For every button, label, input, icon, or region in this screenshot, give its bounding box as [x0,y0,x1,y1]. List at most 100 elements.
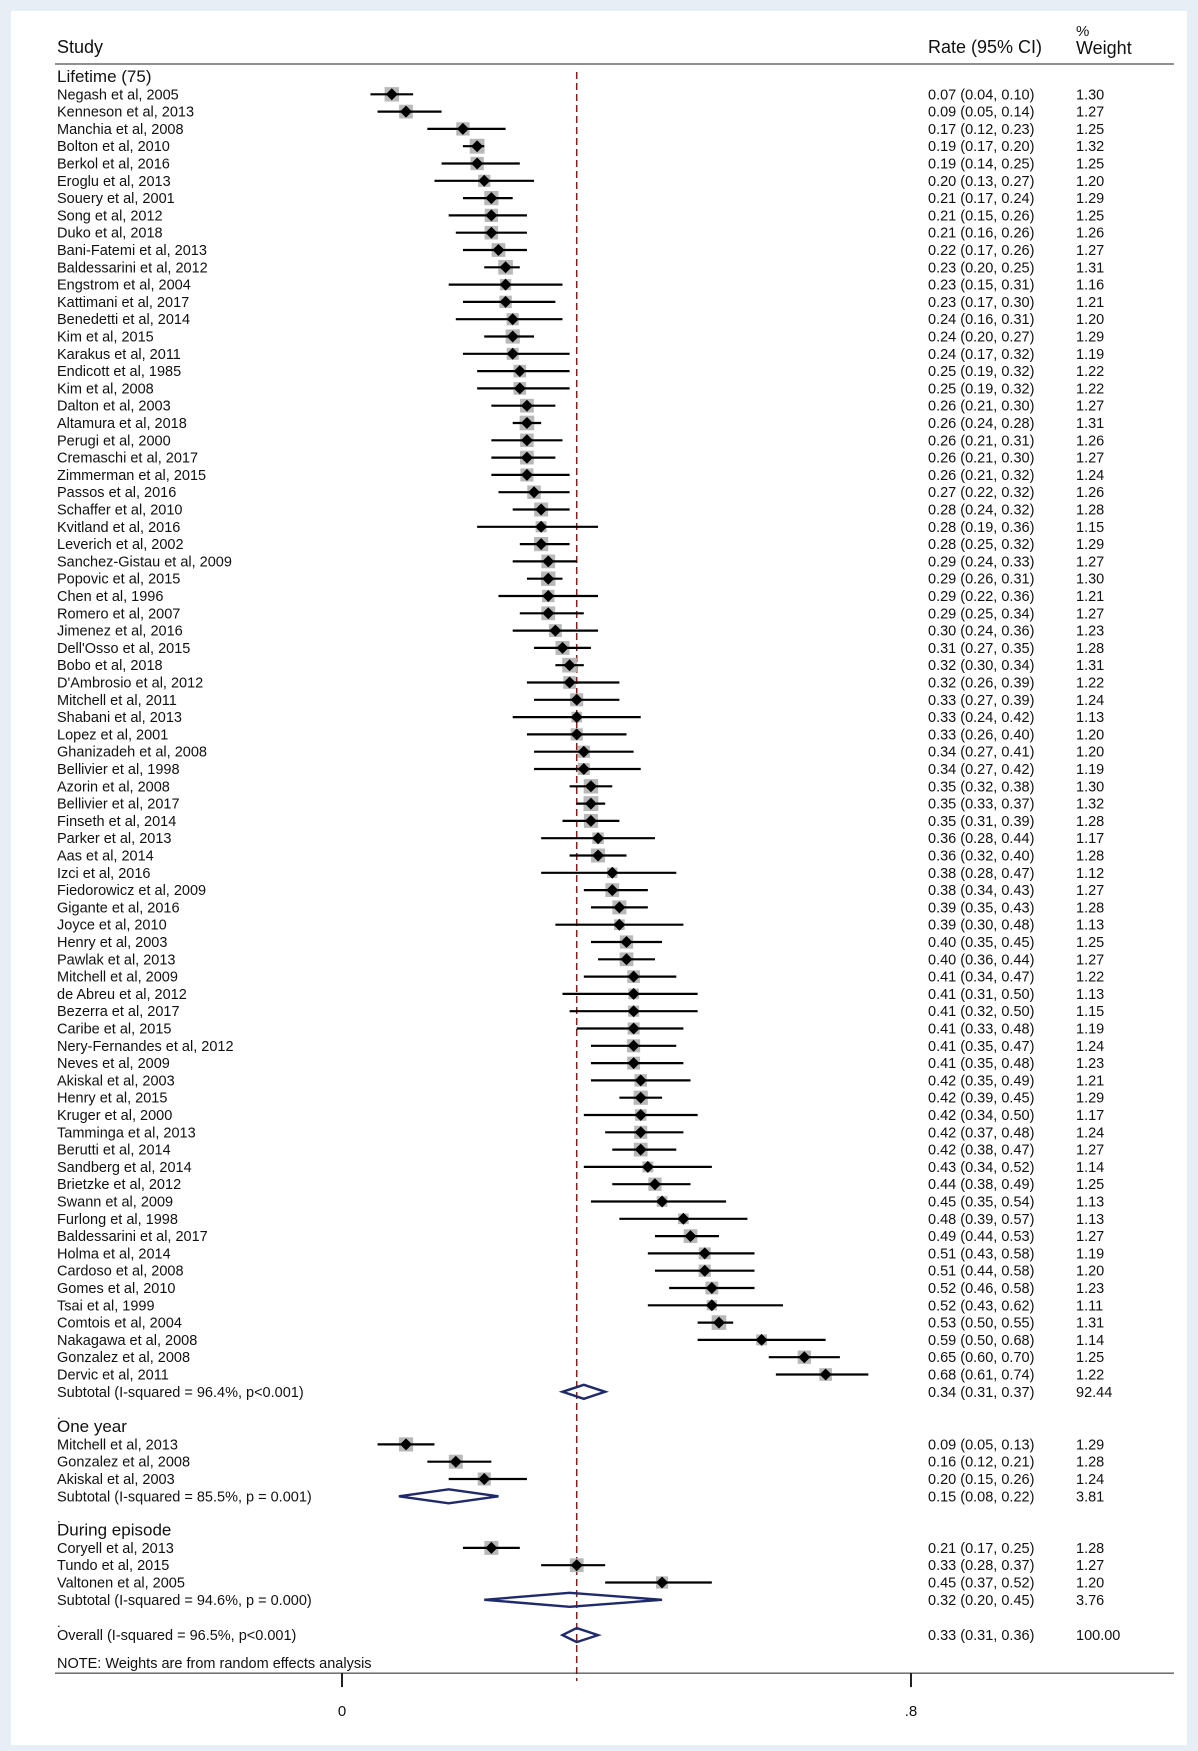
study-weight: 1.23 [1076,1056,1104,1072]
study-point-estimate [556,641,569,654]
study-label: Mitchell et al, 2009 [57,970,178,986]
study-weight: 1.27 [1076,554,1104,570]
study-rate-ci: 0.41 (0.31, 0.50) [928,987,1034,1003]
study-rate-ci: 0.42 (0.34, 0.50) [928,1108,1034,1124]
study-point-estimate [542,590,555,602]
study-rate-ci: 0.29 (0.25, 0.34) [928,606,1034,622]
study-rate-ci: 0.42 (0.35, 0.49) [928,1073,1034,1089]
study-label: Gonzalez et al, 2008 [57,1350,190,1366]
study-label: Kruger et al, 2000 [57,1108,172,1124]
study-label: Tamminga et al, 2013 [57,1125,196,1141]
study-rate-ci: 0.23 (0.20, 0.25) [928,260,1034,276]
study-label: Song et al, 2012 [57,208,163,224]
overall-diamond [559,1626,602,1644]
study-rate-ci: 0.25 (0.19, 0.32) [928,381,1034,397]
study-point-estimate [698,1247,711,1260]
study-rate-ci: 0.19 (0.14, 0.25) [928,157,1034,173]
study-point-estimate [499,295,512,308]
study-point-estimate [656,1195,669,1208]
study-label: Nery-Fernandes et al, 2012 [57,1039,234,1055]
study-point-estimate [819,1368,832,1381]
study-rate-ci: 0.59 (0.50, 0.68) [928,1333,1034,1349]
study-weight: 1.27 [1076,1143,1104,1159]
study-rate-ci: 0.23 (0.15, 0.31) [928,278,1034,294]
study-weight: 1.13 [1076,987,1104,1003]
study-point-estimate [520,417,533,429]
header-weight: Weight [1076,38,1132,58]
study-point-estimate [755,1333,768,1346]
study-weight: 1.26 [1076,485,1104,501]
group-separator: . [57,1615,61,1630]
study-point-estimate [627,1022,640,1035]
study-label: Brietzke et al, 2012 [57,1177,181,1193]
study-rate-ci: 0.31 (0.27, 0.35) [928,641,1034,657]
study-label: Eroglu et al, 2013 [57,174,171,190]
study-weight: 1.31 [1076,1316,1104,1332]
study-rate-ci: 0.07 (0.04, 0.10) [928,87,1034,103]
subtotal-weight: 3.81 [1076,1489,1104,1505]
study-label: Pawlak et al, 2013 [57,952,176,968]
study-rate-ci: 0.17 (0.12, 0.23) [928,122,1034,138]
study-weight: 1.13 [1076,1195,1104,1211]
study-label: Dalton et al, 2003 [57,399,171,415]
study-weight: 1.24 [1076,1472,1104,1488]
study-weight: 1.15 [1076,1004,1104,1020]
x-axis-tick-label: 0 [338,1703,346,1720]
study-weight: 1.27 [1076,952,1104,968]
study-point-estimate [634,1143,647,1156]
study-rate-ci: 0.51 (0.44, 0.58) [928,1264,1034,1280]
study-weight: 1.28 [1076,503,1104,519]
study-point-estimate [584,780,597,793]
study-point-estimate [577,763,590,775]
study-weight: 1.27 [1076,1229,1104,1245]
study-label: Mitchell et al, 2011 [57,693,177,709]
study-weight: 1.19 [1076,1246,1104,1262]
study-weight: 1.20 [1076,1264,1104,1280]
study-weight: 1.11 [1076,1298,1103,1314]
study-weight: 1.19 [1076,1022,1104,1038]
study-rate-ci: 0.45 (0.35, 0.54) [928,1195,1034,1211]
study-rate-ci: 0.35 (0.33, 0.37) [928,797,1034,813]
study-label: Bezerra et al, 2017 [57,1004,180,1020]
study-rate-ci: 0.26 (0.21, 0.30) [928,399,1034,415]
study-label: Leverich et al, 2002 [57,537,184,553]
study-label: Swann et al, 2009 [57,1195,173,1211]
study-label: Akiskal et al, 2003 [57,1073,175,1089]
group-separator: . [57,1510,61,1525]
study-rate-ci: 0.29 (0.22, 0.36) [928,589,1034,605]
study-point-estimate [520,468,533,481]
study-rate-ci: 0.53 (0.50, 0.55) [928,1316,1034,1332]
study-rate-ci: 0.43 (0.34, 0.52) [928,1160,1034,1176]
study-label: Gomes et al, 2010 [57,1281,176,1297]
study-label: Karakus et al, 2011 [57,347,181,363]
study-weight: 1.29 [1076,1437,1104,1453]
header-rate-ci: Rate (95% CI) [928,37,1042,57]
study-weight: 1.23 [1076,1281,1104,1297]
study-label: Souery et al, 2001 [57,191,175,207]
study-point-estimate [535,503,548,516]
study-label: Altamura et al, 2018 [57,416,187,432]
study-label: Joyce et al, 2010 [57,918,167,934]
subtotal-diamond [558,1383,610,1401]
study-weight: 1.20 [1076,727,1104,743]
study-point-estimate [400,1438,413,1451]
study-point-estimate [584,814,597,827]
subtotal-label: Subtotal (I-squared = 85.5%, p = 0.001) [57,1489,312,1505]
study-point-estimate [634,1126,647,1139]
study-point-estimate [592,832,605,845]
study-weight: 1.32 [1076,139,1104,155]
subtotal-label: Subtotal (I-squared = 96.4%, p<0.001) [57,1385,304,1401]
study-weight: 1.22 [1076,364,1104,380]
study-weight: 1.27 [1076,883,1104,899]
study-weight: 1.27 [1076,105,1104,121]
study-label: Lopez et al, 2001 [57,727,168,743]
study-rate-ci: 0.28 (0.25, 0.32) [928,537,1034,553]
study-weight: 1.29 [1076,191,1104,207]
study-rate-ci: 0.36 (0.32, 0.40) [928,849,1034,865]
study-point-estimate [613,901,626,914]
study-label: Azorin et al, 2008 [57,779,170,795]
study-weight: 1.16 [1076,278,1104,294]
study-rate-ci: 0.23 (0.17, 0.30) [928,295,1034,311]
study-label: Caribe et al, 2015 [57,1022,171,1038]
study-weight: 1.32 [1076,797,1104,813]
